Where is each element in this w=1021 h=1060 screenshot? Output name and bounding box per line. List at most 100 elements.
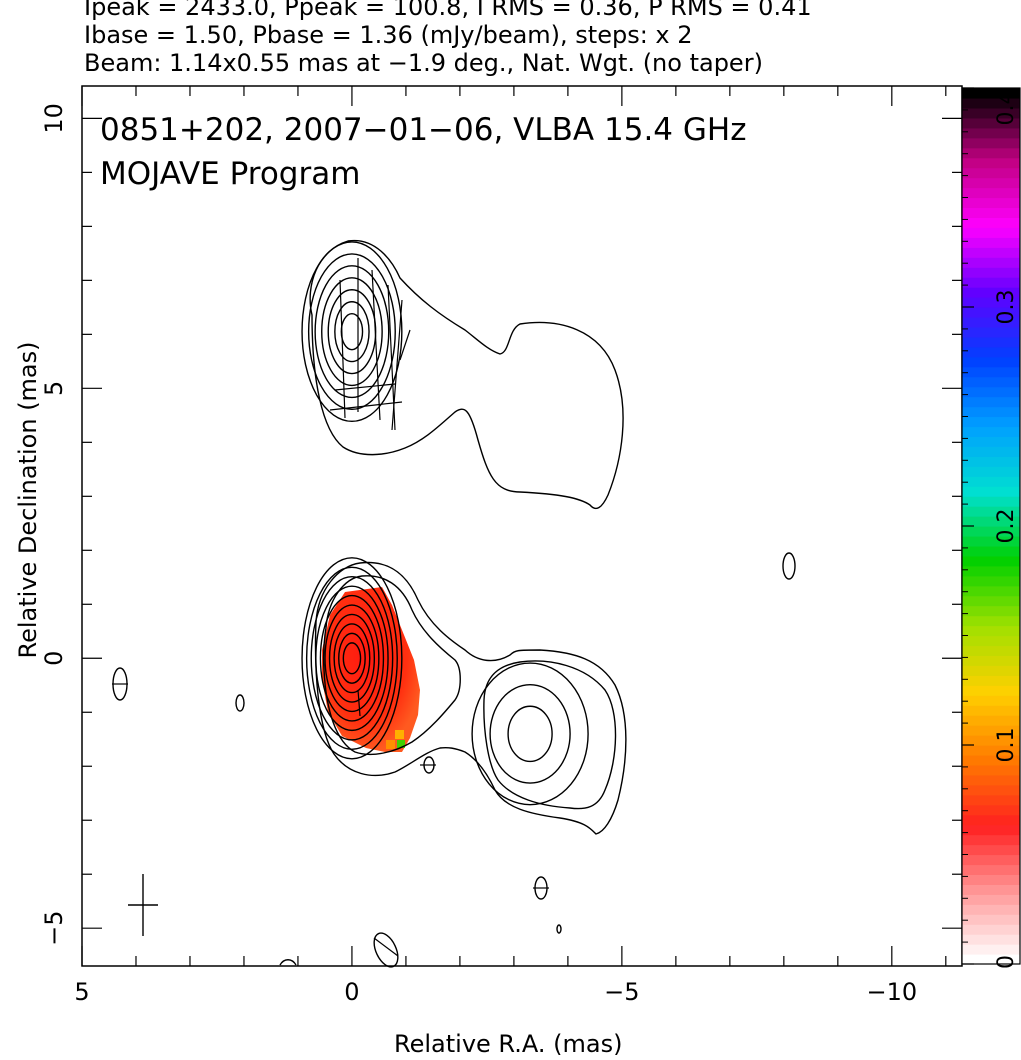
colorbar-swatch	[962, 257, 1020, 268]
colorbar-swatch	[962, 685, 1020, 696]
colorbar-swatch	[962, 446, 1020, 457]
colorbar-swatch	[962, 287, 1020, 298]
colorbar-swatch	[962, 107, 1020, 119]
colorbar-swatch	[962, 854, 1020, 866]
colorbar-swatch	[962, 466, 1020, 477]
lower-jet-outer-contour	[483, 660, 617, 810]
contour-level	[310, 575, 394, 741]
colorbar-swatch	[962, 97, 1020, 109]
contour-level	[301, 241, 403, 423]
contour-level	[333, 623, 371, 694]
colorbar-swatch	[962, 396, 1020, 408]
contour-level	[489, 683, 571, 784]
x-tick-label: 0	[344, 978, 359, 1006]
x-tick-label: −5	[604, 978, 639, 1006]
colorbar-swatch	[962, 346, 1020, 358]
lower-extended-contour	[322, 575, 461, 756]
colorbar-swatch	[962, 526, 1020, 537]
colorbar-tick-label: 0.4	[994, 91, 1019, 126]
contour-level	[340, 312, 364, 351]
contour-level	[328, 613, 376, 703]
colorbar-swatch	[962, 735, 1020, 746]
colorbar-swatch	[962, 804, 1020, 816]
colorbar-swatch	[962, 745, 1020, 756]
colorbar-swatch	[962, 197, 1020, 209]
contour-level	[305, 566, 398, 750]
colorbar-swatch	[962, 665, 1020, 676]
colorbar-swatch	[962, 615, 1020, 627]
colorbar-swatch	[962, 565, 1020, 577]
colorbar-swatch	[962, 605, 1020, 617]
colorbar-swatch	[962, 794, 1020, 806]
colorbar-swatch	[962, 217, 1020, 228]
colorbar-swatch	[962, 516, 1020, 527]
colorbar-swatch	[962, 137, 1020, 149]
y-tick-label: 5	[40, 381, 68, 396]
colorbar-swatch	[962, 834, 1020, 846]
colorbar-swatch	[962, 336, 1020, 348]
colorbar-swatch	[962, 506, 1020, 517]
colorbar-swatch	[962, 277, 1020, 288]
lower-extended-contour	[314, 561, 627, 835]
noise-contour	[556, 924, 562, 934]
colorbar-swatch	[962, 88, 1020, 99]
map-title: 0851+202, 2007−01−06, VLBA 15.4 GHz	[100, 112, 746, 148]
colorbar-swatch	[962, 725, 1020, 736]
evpa-vectors	[112, 258, 549, 957]
colorbar-swatch	[962, 476, 1020, 487]
polarization-pixel	[386, 740, 395, 749]
contour-level	[334, 301, 370, 363]
colorbar-swatch	[962, 655, 1020, 666]
colorbar-swatch	[962, 117, 1020, 129]
colorbar-swatch	[962, 844, 1020, 856]
contour-level	[319, 594, 385, 722]
contour-level	[321, 277, 383, 387]
colorbar-swatch	[962, 635, 1020, 647]
colorbar-swatch	[962, 764, 1020, 776]
colorbar-swatch	[962, 356, 1020, 368]
colorbar-swatch	[962, 675, 1020, 686]
header-line-1: Ipeak = 2433.0, Ppeak = 100.8, I RMS = 0…	[84, 0, 812, 21]
colorbar-swatch	[962, 595, 1020, 607]
upper-extended-contour	[309, 239, 624, 510]
colorbar-swatch	[962, 944, 1020, 955]
contour-level	[307, 253, 396, 411]
colorbar-swatch	[962, 167, 1020, 179]
colorbar-swatch	[962, 237, 1020, 248]
polarization-pixel	[395, 730, 404, 739]
colorbar-swatch	[962, 914, 1020, 925]
colorbar-swatch	[962, 426, 1020, 437]
colorbar-swatch	[962, 436, 1020, 447]
map-subtitle: MOJAVE Program	[100, 156, 360, 192]
contour-level	[342, 642, 362, 675]
colorbar-swatch	[962, 894, 1020, 905]
colorbar-tick-label: 0.2	[994, 509, 1019, 544]
colorbar-swatch	[962, 575, 1020, 587]
y-axis-title: Relative Declination (mas)	[14, 341, 42, 659]
colorbar-swatch	[962, 386, 1020, 398]
colorbar-swatch	[962, 784, 1020, 796]
colorbar-swatch	[962, 366, 1020, 378]
colorbar-swatch	[962, 864, 1020, 875]
y-tick-label: 10	[40, 103, 68, 134]
colorbar-swatch	[962, 227, 1020, 238]
colorbar-swatch	[962, 496, 1020, 507]
colorbar-swatch	[962, 157, 1020, 169]
noise-contour	[235, 694, 245, 712]
y-tick-label: 0	[40, 651, 68, 666]
colorbar-swatch	[962, 127, 1020, 139]
colorbar-swatch	[962, 297, 1020, 308]
contour-level	[507, 705, 553, 763]
colorbar-swatch	[962, 625, 1020, 637]
contour-level	[314, 265, 390, 399]
colorbar-swatch	[962, 456, 1020, 467]
colorbar-swatch	[962, 545, 1020, 557]
colorbar-swatch	[962, 326, 1020, 338]
colorbar-swatch	[962, 267, 1020, 278]
colorbar-tick-label: 0	[994, 955, 1019, 969]
colorbar-swatch	[962, 695, 1020, 706]
colorbar-tick-label: 0.1	[994, 728, 1019, 763]
beam-cross	[128, 874, 158, 936]
colorbar-swatch	[962, 406, 1020, 418]
